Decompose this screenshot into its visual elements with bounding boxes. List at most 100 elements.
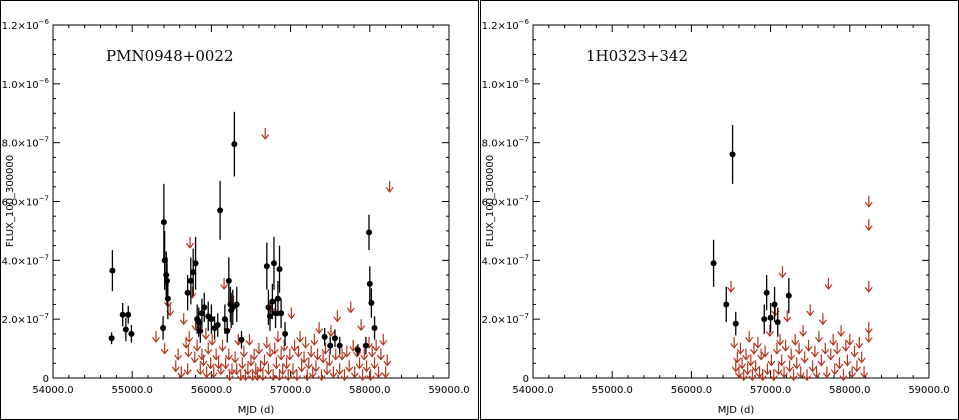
upper-limit-arrow bbox=[232, 363, 241, 376]
source-name-label: PMN0948+0022 bbox=[106, 47, 234, 65]
flux-point bbox=[331, 335, 338, 342]
upper-limit-arrow bbox=[335, 363, 344, 376]
plot-area: 54000.0 55000.0 56000.0 57000.0 58000.0 59000… bbox=[482, 18, 950, 396]
flux-point bbox=[274, 295, 281, 302]
upper-limit-arrow bbox=[197, 348, 206, 361]
detection-point bbox=[272, 298, 279, 328]
upper-limit-arrow bbox=[209, 366, 218, 379]
y-axis-label: FLUX_100_300000 bbox=[485, 155, 496, 247]
upper-limit-arrow bbox=[806, 304, 815, 317]
flux-point bbox=[272, 310, 279, 317]
detection-point bbox=[221, 304, 228, 334]
upper-limit-arrow bbox=[818, 313, 827, 326]
upper-limit-arrow bbox=[297, 360, 306, 373]
x-tick-label: 55000.0 bbox=[592, 385, 633, 396]
flux-point bbox=[231, 141, 238, 148]
upper-limit-arrow bbox=[319, 351, 328, 364]
y-tick-label: 6.0×10−7 bbox=[2, 195, 49, 209]
y-tick-label: 1.2×10−6 bbox=[2, 18, 50, 32]
upper-limit-arrow bbox=[804, 339, 813, 352]
flux-point bbox=[119, 311, 126, 318]
detection-point bbox=[160, 183, 167, 261]
y-tick-label: 4.0×10−7 bbox=[2, 253, 49, 267]
flux-point bbox=[208, 316, 215, 323]
detection-point bbox=[278, 298, 285, 328]
upper-limit-arrow bbox=[204, 342, 213, 355]
flux-point bbox=[767, 314, 774, 321]
upper-limit-arrow bbox=[333, 310, 342, 323]
detection-point bbox=[729, 125, 736, 184]
upper-limit-arrow bbox=[358, 369, 367, 382]
flux-point bbox=[368, 299, 375, 306]
flux-point bbox=[270, 260, 277, 267]
upper-limit-arrow bbox=[199, 354, 208, 367]
detection-point bbox=[366, 214, 373, 251]
upper-limit-arrow bbox=[206, 357, 215, 370]
upper-limit-arrow bbox=[315, 322, 324, 335]
upper-limit-arrow bbox=[238, 357, 247, 370]
upper-limit-arrow bbox=[857, 351, 866, 364]
flux-point bbox=[761, 316, 768, 323]
x-tick-label: 56000.0 bbox=[671, 385, 712, 396]
light-curve-chart-left: PMN0948+0022 MJD (d) FLUX_100_300000 540… bbox=[2, 18, 470, 416]
upper-limit-arrow bbox=[765, 325, 774, 338]
upper-limit-arrow bbox=[843, 354, 852, 367]
upper-limit-arrow bbox=[791, 333, 800, 346]
detection-point bbox=[184, 275, 191, 311]
upper-limit-arrow bbox=[289, 363, 297, 376]
upper-limit-arrow bbox=[852, 360, 861, 373]
upper-limit-arrow bbox=[171, 360, 180, 373]
flux-point bbox=[327, 342, 334, 349]
upper-limit-arrow bbox=[331, 348, 340, 361]
x-tick-label: 59000.0 bbox=[908, 385, 949, 396]
flux-point bbox=[336, 342, 343, 349]
upper-limit-arrow bbox=[280, 339, 289, 352]
flux-point bbox=[201, 304, 208, 311]
detection-point bbox=[327, 336, 334, 355]
upper-limit-arrow bbox=[855, 336, 864, 349]
flux-point bbox=[354, 347, 361, 354]
upper-limit-arrow bbox=[774, 363, 783, 376]
upper-limit-arrow bbox=[755, 366, 764, 379]
upper-limit-arrow bbox=[216, 363, 225, 376]
upper-limit-arrow bbox=[188, 286, 197, 299]
upper-limit-arrow bbox=[185, 330, 194, 343]
detection-point bbox=[198, 298, 205, 328]
upper-limit-arrow bbox=[342, 345, 351, 358]
upper-limit-arrow bbox=[277, 348, 286, 361]
upper-limit-arrow bbox=[264, 363, 273, 376]
flux-point bbox=[233, 301, 240, 308]
detection-point bbox=[774, 307, 781, 337]
upper-limit-arrow bbox=[822, 366, 831, 379]
upper-limit-arrow bbox=[785, 360, 794, 373]
light-curve-panel-right: 1H0323+342 MJD (d) FLUX_100_300000 54000… bbox=[480, 0, 959, 420]
upper-limit-arrow bbox=[231, 351, 240, 364]
flux-point bbox=[366, 280, 373, 287]
x-tick-label: 54000.0 bbox=[512, 385, 553, 396]
upper-limit-arrow bbox=[292, 369, 301, 382]
upper-limit-arrow bbox=[381, 366, 390, 379]
upper-limit-arrow bbox=[800, 351, 809, 364]
upper-limit-arrow bbox=[826, 348, 835, 361]
detection-point bbox=[761, 304, 768, 334]
upper-limit-arrow bbox=[317, 369, 326, 382]
upper-limit-arrow bbox=[262, 336, 271, 349]
detection-point bbox=[224, 319, 231, 343]
detection-point bbox=[108, 332, 115, 345]
upper-limit-arrow bbox=[730, 336, 739, 349]
x-axis-label: MJD (d) bbox=[718, 405, 755, 416]
upper-limit-arrow bbox=[253, 369, 262, 382]
upper-limit-arrow bbox=[733, 351, 742, 364]
flux-point bbox=[225, 277, 232, 284]
upper-limit-arrow bbox=[290, 339, 299, 352]
upper-limit-arrow bbox=[327, 325, 335, 338]
detection-point bbox=[214, 313, 221, 337]
upper-limit-arrow bbox=[864, 219, 873, 232]
flux-point bbox=[160, 324, 167, 331]
upper-limit-arrow bbox=[767, 354, 776, 367]
upper-limit-arrow bbox=[296, 330, 305, 343]
x-tick-label: 58000.0 bbox=[349, 385, 390, 396]
upper-limit-arrow bbox=[777, 354, 786, 367]
flux-point bbox=[163, 272, 170, 279]
x-tick-label: 57000.0 bbox=[270, 385, 311, 396]
